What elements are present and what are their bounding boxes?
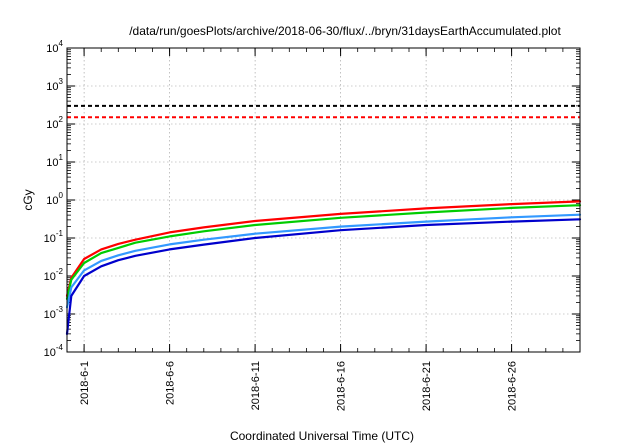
series-layer — [65, 104, 582, 335]
y-tick-label: 100 — [46, 191, 63, 207]
y-tick-label: 10-2 — [44, 267, 64, 283]
series-line — [65, 213, 582, 309]
y-tick-label: 102 — [46, 115, 63, 131]
series-line — [65, 218, 582, 335]
y-tick-label: 10-1 — [44, 229, 64, 245]
y-tick-label: 10-4 — [44, 343, 64, 359]
x-tick-label: 2018-6-11 — [250, 361, 262, 410]
y-tick-label: 10-3 — [44, 305, 64, 321]
x-axis-label: Coordinated Universal Time (UTC) — [230, 429, 414, 443]
x-tick-label: 2018-6-26 — [507, 361, 519, 411]
x-tick-label: 2018-6-21 — [421, 361, 433, 411]
x-tick-label: 2018-6-16 — [336, 361, 348, 411]
y-tick-label: 101 — [46, 153, 63, 169]
y-tick-label: 103 — [46, 77, 63, 93]
series-line — [65, 200, 582, 297]
series-line — [65, 204, 582, 300]
plot-frame — [66, 47, 581, 353]
x-tick-label: 2018-6-1 — [79, 361, 91, 405]
y-axis-label: cGy — [21, 189, 35, 210]
axis-ticks: 10-4 10-3 10-2 10-1 100 101 102 103 104 2018-6-1 2… — [44, 39, 581, 411]
chart-title: /data/run/goesPlots/archive/2018-06-30/f… — [129, 24, 561, 38]
y-tick-label: 104 — [46, 39, 63, 55]
grid — [67, 48, 580, 352]
x-tick-label: 2018-6-6 — [165, 361, 177, 405]
